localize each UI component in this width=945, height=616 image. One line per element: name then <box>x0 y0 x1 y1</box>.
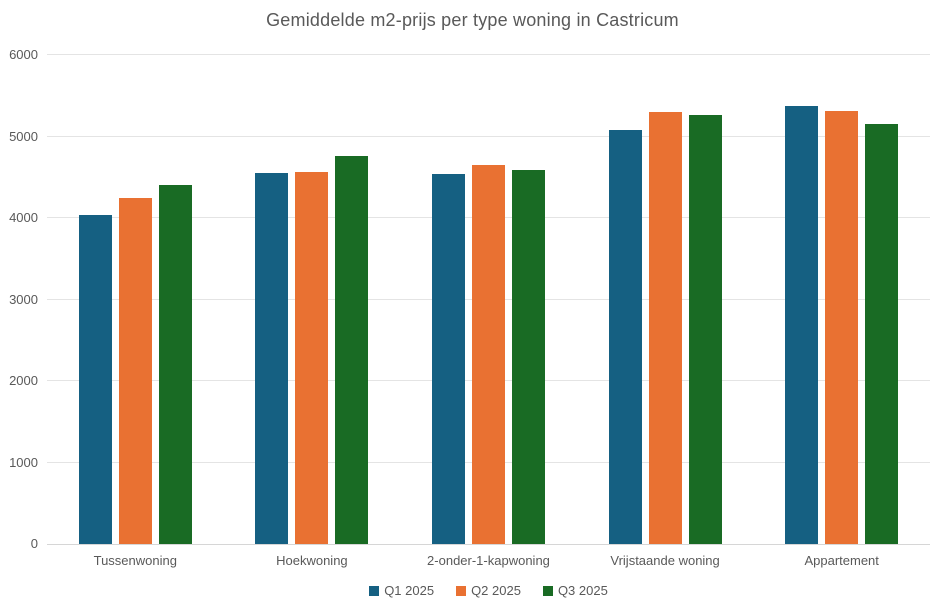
bar-q3-2025 <box>335 155 369 544</box>
legend-swatch-icon <box>542 586 553 596</box>
category-label: Tussenwoning <box>93 553 177 568</box>
x-axis-labels: Tussenwoning Hoekwoning 2-onder-1-kapwonin… <box>47 552 930 572</box>
bar-q3-2025 <box>512 169 545 544</box>
legend: Q1 2025 Q2 2025 Q3 2025 <box>47 582 930 600</box>
y-tick-label: 5000 <box>9 128 38 144</box>
y-tick-label: 2000 <box>9 373 38 388</box>
bar-q3-2025 <box>158 184 192 544</box>
category-label: Hoekwoning <box>276 553 348 568</box>
y-tick-label: 4000 <box>9 210 38 225</box>
bar-q2-2025 <box>648 111 682 544</box>
bar-q1-2025 <box>78 215 112 544</box>
legend-item: Q3 2025 <box>542 583 608 598</box>
legend-item: Q1 2025 <box>369 584 434 598</box>
y-axis-labels: 0 1000 2000 3000 4000 5000 6000 <box>0 47 38 551</box>
y-tick-label: 3000 <box>9 291 38 307</box>
legend-label: Q2 2025 <box>471 583 521 598</box>
y-tick-label: 1000 <box>9 454 38 470</box>
bar-q3-2025 <box>688 114 722 544</box>
category-label: 2-onder-1-kapwoning <box>427 553 550 568</box>
bar-q2-2025 <box>825 111 859 544</box>
bar-q1-2025 <box>608 129 642 544</box>
legend-item: Q2 2025 <box>456 584 521 598</box>
x-axis-line <box>47 544 930 545</box>
bar-q1-2025 <box>432 174 465 544</box>
bar-q1-2025 <box>785 105 819 544</box>
legend-label: Q1 2025 <box>384 583 435 598</box>
category-label: Appartement <box>804 553 879 568</box>
category-label: Vrijstaande woning <box>610 553 720 568</box>
bar-q2-2025 <box>472 165 505 544</box>
y-tick-label: 0 <box>30 536 38 551</box>
bar-q2-2025 <box>118 198 152 544</box>
gridline <box>47 54 930 55</box>
legend-swatch-icon <box>456 586 467 596</box>
bar-q1-2025 <box>255 173 289 544</box>
plot-area <box>47 54 930 545</box>
y-tick-label: 6000 <box>9 47 38 62</box>
chart-title: Gemiddelde m2-prijs per type woning in C… <box>266 10 679 30</box>
legend-swatch-icon <box>369 586 380 596</box>
gridline <box>47 135 930 137</box>
bar-q3-2025 <box>865 124 899 544</box>
bar-q2-2025 <box>295 172 329 544</box>
legend-label: Q3 2025 <box>557 583 608 598</box>
